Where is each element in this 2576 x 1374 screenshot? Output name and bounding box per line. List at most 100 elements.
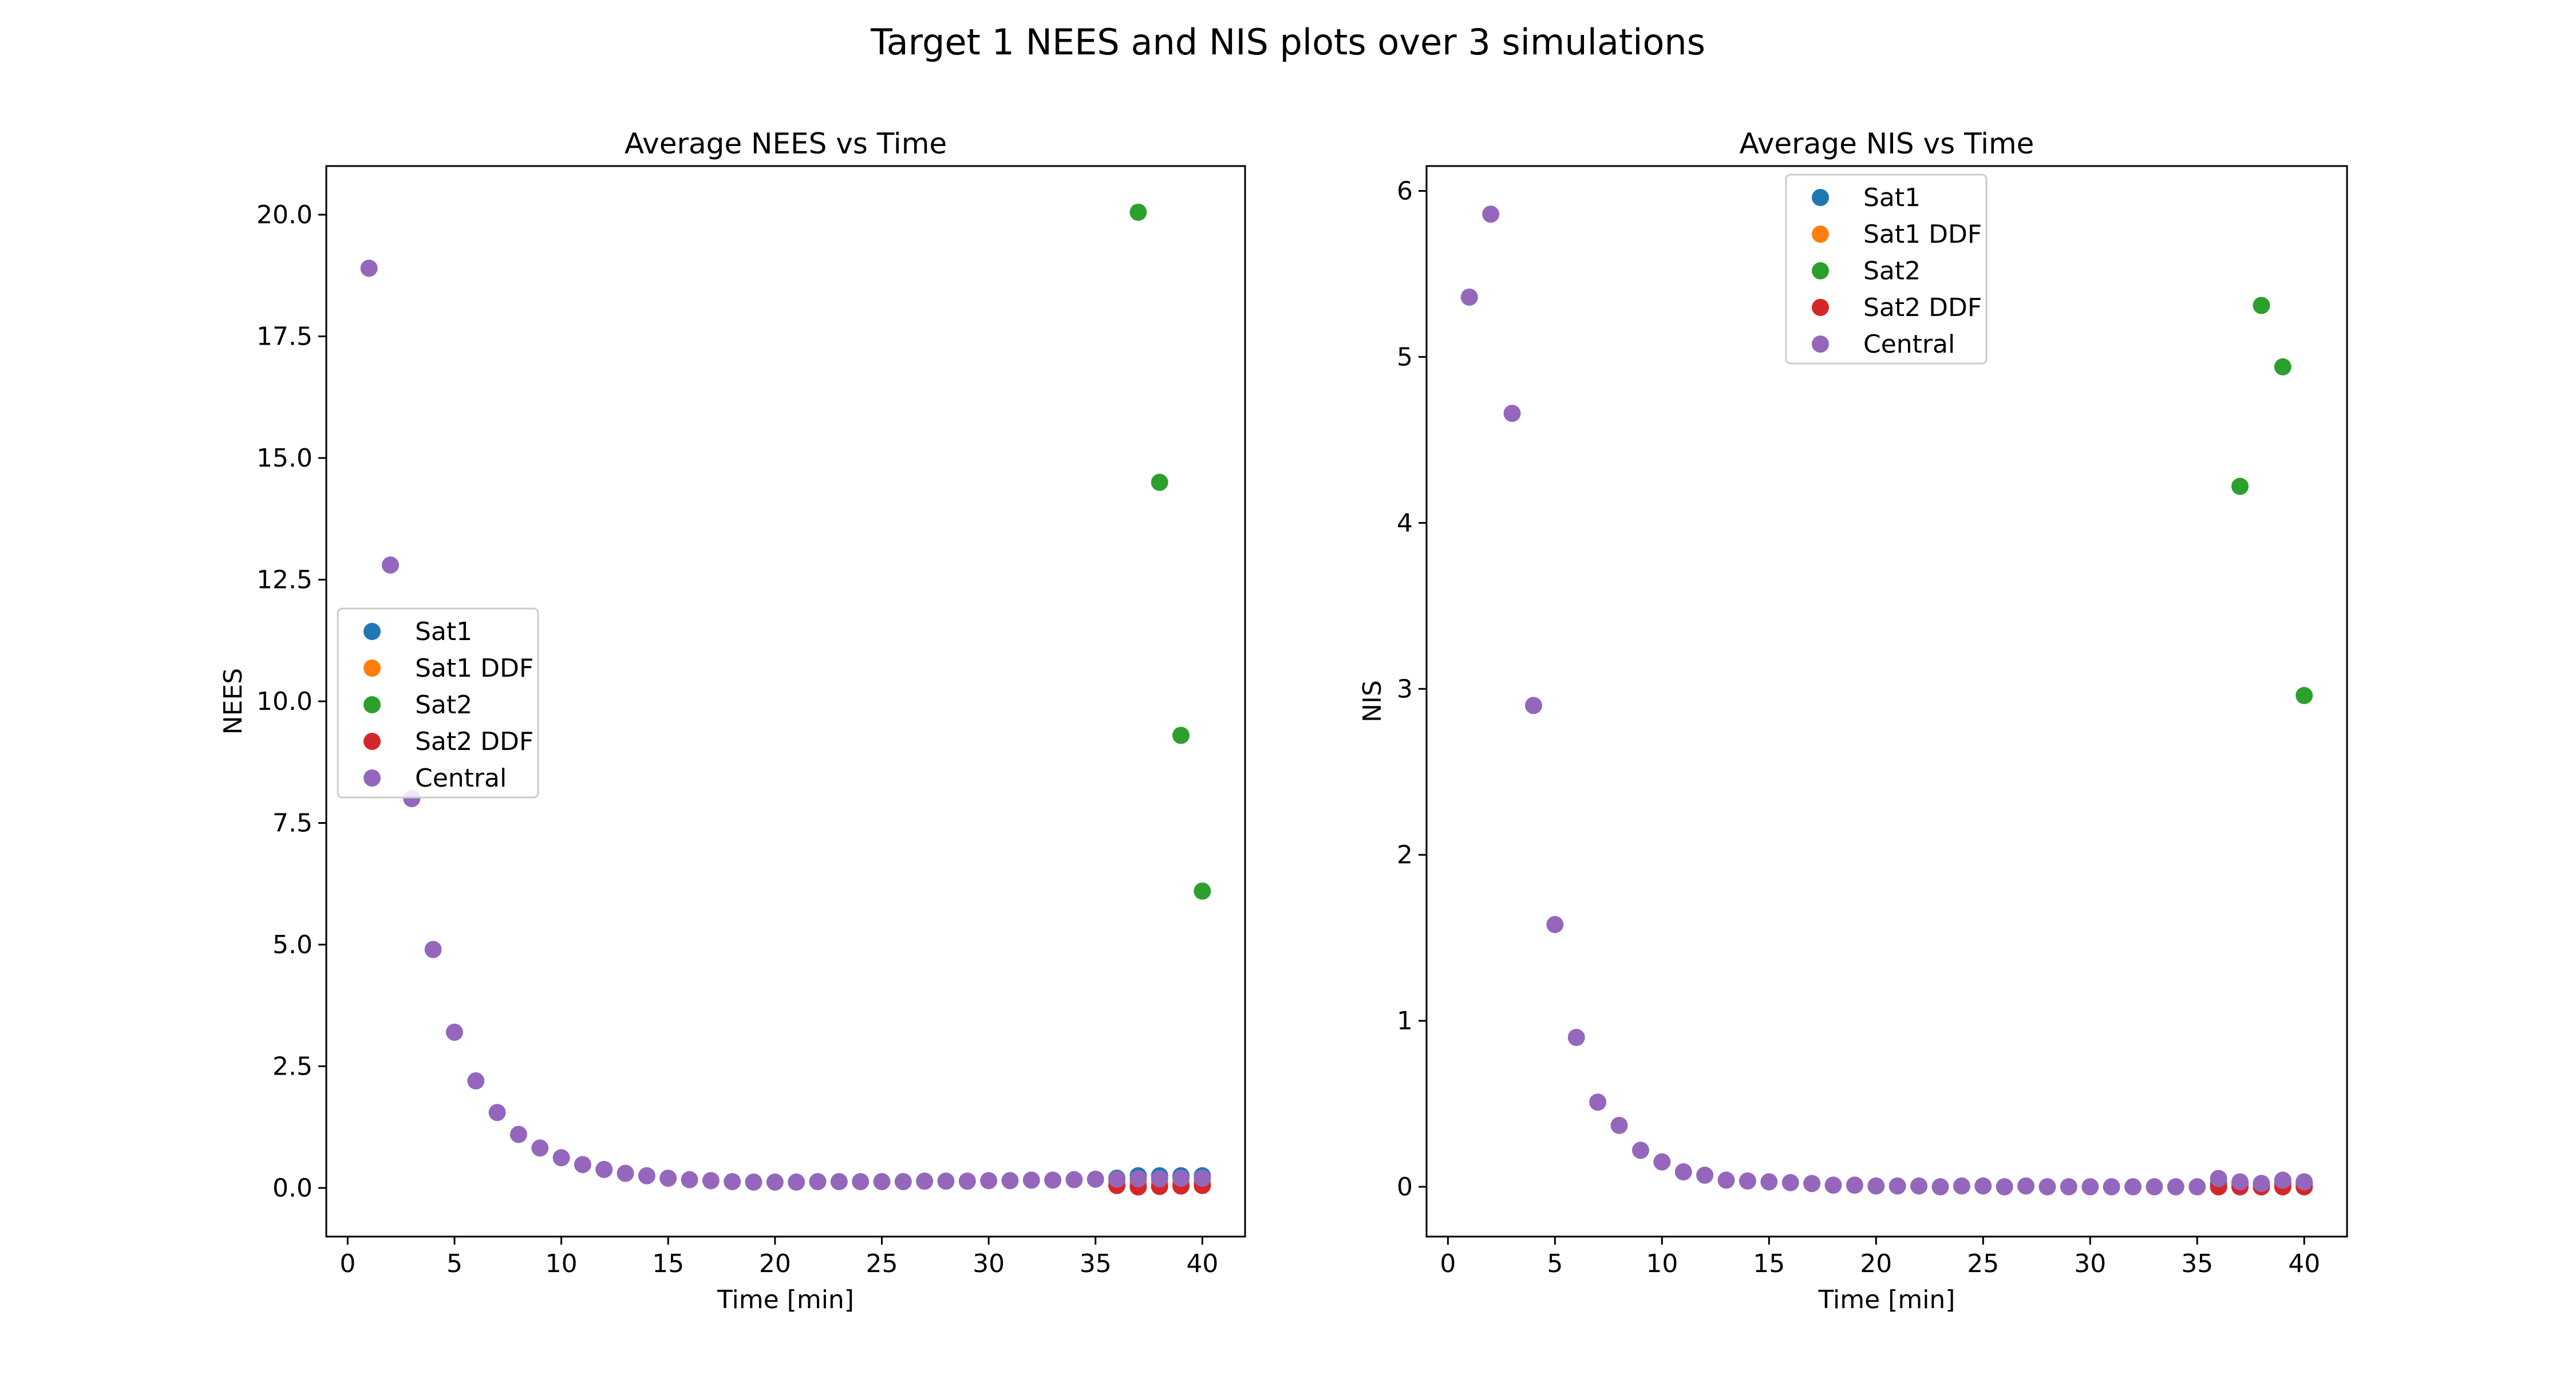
nis-point-central <box>1931 1178 1949 1196</box>
nis-point-central <box>1610 1116 1628 1134</box>
nees-legend-marker <box>364 769 381 787</box>
nees-point-central <box>552 1149 570 1167</box>
nis-ytick-label: 4 <box>1397 508 1413 538</box>
nees-point-central <box>638 1167 655 1185</box>
nees-ytick-label: 15.0 <box>256 444 313 473</box>
nees-point-central <box>424 941 442 958</box>
nis-legend-label: Sat2 <box>1863 256 1921 286</box>
nees-xtick-label: 5 <box>447 1249 463 1278</box>
nees-point-central <box>788 1173 805 1191</box>
nees-ylabel: NEES <box>219 668 248 735</box>
nis-point-central <box>1546 915 1564 933</box>
nis-point-central <box>1696 1166 1714 1184</box>
nis-legend-marker <box>1812 189 1829 206</box>
nis-legend-marker <box>1812 299 1829 316</box>
nees-legend-marker <box>364 696 381 713</box>
nees-point-sat2 <box>1129 203 1147 221</box>
nees-point-central <box>381 556 399 574</box>
nis-point-central <box>1739 1172 1756 1190</box>
nees-xtick-label: 0 <box>339 1249 355 1278</box>
nis-point-central <box>1589 1093 1607 1111</box>
nis-point-central <box>1631 1142 1649 1159</box>
nis-xtick-label: 30 <box>2074 1249 2106 1278</box>
nis-xtick-label: 15 <box>1753 1249 1785 1278</box>
nees-point-central <box>809 1172 827 1190</box>
nees-xtick-label: 35 <box>1080 1249 1112 1278</box>
nees-point-sat2 <box>1172 727 1190 744</box>
nis-point-central <box>2081 1178 2099 1196</box>
nees-legend-marker <box>364 623 381 640</box>
nis-point-central <box>2017 1177 2035 1195</box>
nis-title: Average NIS vs Time <box>1740 127 2034 160</box>
nees-xtick-label: 30 <box>973 1249 1005 1278</box>
nis-xtick-label: 5 <box>1547 1249 1563 1278</box>
nis-point-central <box>1888 1177 1906 1195</box>
nees-point-sat2 <box>1194 882 1211 900</box>
nees-plot-frame <box>325 165 1246 1238</box>
nees-point-central <box>1172 1170 1190 1187</box>
nees-point-central <box>894 1172 912 1190</box>
nis-legend-marker <box>1812 262 1829 279</box>
nees-point-central <box>509 1126 527 1143</box>
nees-point-central <box>745 1173 762 1191</box>
nees-xtick-label: 20 <box>759 1249 791 1278</box>
nees-ytick-label: 5.0 <box>272 930 313 960</box>
nees-point-central <box>659 1170 677 1187</box>
nis-point-central <box>2274 1171 2291 1189</box>
nees-legend-label: Sat2 DDF <box>415 727 534 756</box>
nees-point-central <box>873 1172 891 1190</box>
nees-point-central <box>681 1171 698 1189</box>
nees-point-central <box>360 259 378 277</box>
nees-point-central <box>980 1172 998 1190</box>
nis-point-sat2 <box>2253 297 2270 314</box>
nis-plot-frame <box>1425 165 2348 1238</box>
nis-ylabel: NIS <box>1358 680 1387 722</box>
nees-point-central <box>852 1172 870 1190</box>
nis-xtick-label: 40 <box>2288 1249 2320 1278</box>
nees-ytick-label: 7.5 <box>272 809 313 838</box>
nees-ytick-label: 20.0 <box>256 200 313 230</box>
nees-point-central <box>595 1160 613 1178</box>
nees-xtick-label: 15 <box>652 1249 684 1278</box>
nis-point-sat2 <box>2231 477 2249 495</box>
nis-axes: Average NIS vs Time 0 5 10 15 20 25 30 35 40 0 1 2 3 4… <box>1358 127 2348 1314</box>
nis-legend-label: Central <box>1863 330 1955 359</box>
nis-point-central <box>1867 1177 1885 1195</box>
nees-legend-label: Central <box>415 764 507 793</box>
nis-point-central <box>1674 1163 1692 1180</box>
nis-legend-marker <box>1812 335 1829 353</box>
nees-title: Average NEES vs Time <box>625 127 947 160</box>
nees-point-central <box>1108 1170 1126 1188</box>
nees-point-central <box>467 1072 485 1089</box>
nees-point-central <box>702 1172 720 1190</box>
nees-point-central <box>617 1164 634 1182</box>
nees-point-central <box>916 1172 934 1190</box>
nees-point-central <box>1022 1171 1040 1189</box>
nees-xtick-label: 40 <box>1186 1249 1218 1278</box>
nees-point-central <box>937 1172 955 1190</box>
nis-point-central <box>2124 1178 2142 1196</box>
nis-point-central <box>2103 1178 2120 1196</box>
nis-xtick-label: 35 <box>2181 1249 2213 1278</box>
nis-point-central <box>2188 1178 2206 1196</box>
nis-point-central <box>1460 289 1478 306</box>
nis-point-central <box>1653 1153 1671 1171</box>
nis-xlabel: Time [min] <box>1818 1285 1955 1314</box>
nees-point-central <box>1194 1170 1211 1187</box>
nees-xtick-label: 10 <box>546 1249 578 1278</box>
nis-point-central <box>1824 1176 1842 1194</box>
nis-point-central <box>2167 1178 2184 1196</box>
nees-ytick-label: 12.5 <box>256 566 313 595</box>
nis-xtick-label: 20 <box>1860 1249 1892 1278</box>
nis-point-central <box>1503 404 1521 422</box>
nees-point-central <box>1086 1170 1104 1188</box>
nis-ytick-label: 3 <box>1397 674 1413 704</box>
nis-point-central <box>2231 1173 2249 1191</box>
nees-legend-box <box>337 607 539 799</box>
nees-xlabel: Time [min] <box>717 1285 854 1314</box>
nees-axes: Average NEES vs Time 0 5 10 15 20 25 30 35 40 0.0 2… <box>219 127 1246 1314</box>
nis-ytick-label: 1 <box>1397 1006 1413 1036</box>
nees-xtick-label: 25 <box>866 1249 898 1278</box>
nis-point-central <box>1567 1029 1585 1047</box>
